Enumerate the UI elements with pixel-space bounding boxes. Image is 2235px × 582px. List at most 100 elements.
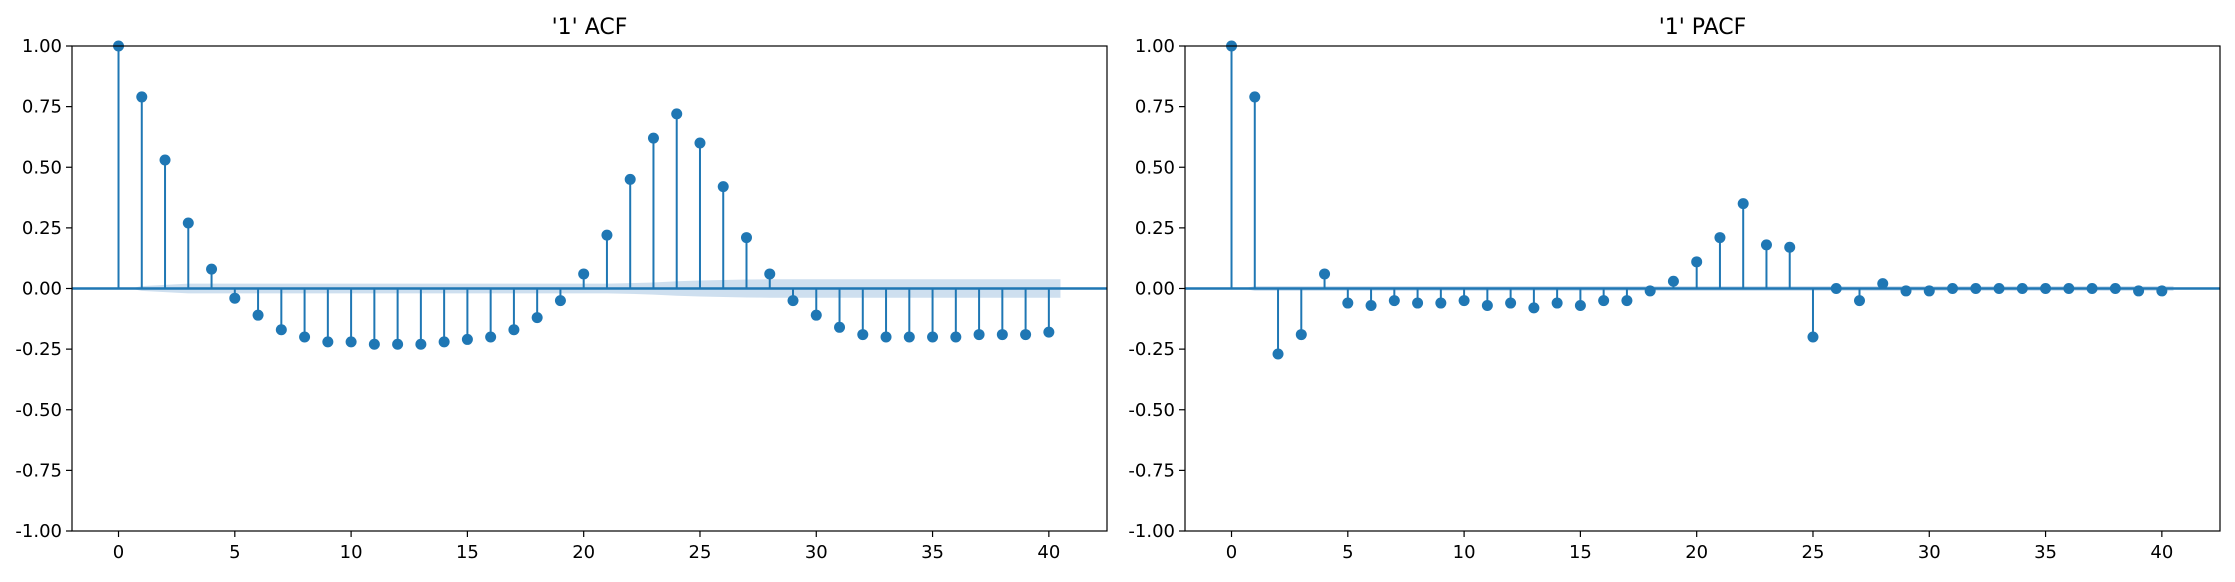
pacf-y-tick-label: -1.00 bbox=[1128, 521, 1175, 542]
acf-marker-lag-38 bbox=[996, 329, 1008, 341]
pacf-marker-lag-13 bbox=[1528, 302, 1540, 314]
acf-marker-lag-23 bbox=[647, 132, 659, 144]
acf-chart-title: '1' ACF bbox=[552, 15, 628, 40]
pacf-marker-lag-18 bbox=[1644, 285, 1656, 297]
acf-x-tick-label: 10 bbox=[340, 542, 363, 563]
pacf-marker-lag-24 bbox=[1784, 241, 1796, 253]
pacf-marker-lag-23 bbox=[1760, 239, 1772, 251]
pacf-marker-lag-29 bbox=[1900, 285, 1912, 297]
acf-marker-lag-11 bbox=[368, 338, 380, 350]
acf-x-tick-label: 40 bbox=[1037, 542, 1060, 563]
pacf-marker-lag-19 bbox=[1667, 275, 1679, 287]
acf-marker-lag-7 bbox=[275, 324, 287, 336]
pacf-y-tick-label: 0.00 bbox=[1135, 279, 1175, 300]
pacf-x-tick-label: 15 bbox=[1569, 542, 1592, 563]
pacf-marker-lag-28 bbox=[1877, 278, 1889, 290]
pacf-marker-lag-30 bbox=[1923, 285, 1935, 297]
pacf-x-tick-label: 10 bbox=[1453, 542, 1476, 563]
acf-y-tick-label: 1.00 bbox=[22, 36, 62, 57]
acf-marker-lag-1 bbox=[136, 91, 148, 103]
acf-y-tick-label: 0.25 bbox=[22, 218, 62, 239]
pacf-x-tick-label: 20 bbox=[1685, 542, 1708, 563]
pacf-y-tick-label: -0.25 bbox=[1128, 339, 1175, 360]
pacf-y-tick-label: 1.00 bbox=[1135, 36, 1175, 57]
acf-marker-lag-16 bbox=[485, 331, 497, 343]
acf-marker-lag-13 bbox=[415, 338, 427, 350]
acf-y-tick-label: 0.50 bbox=[22, 157, 62, 178]
pacf-marker-lag-39 bbox=[2133, 285, 2145, 297]
pacf-marker-lag-27 bbox=[1853, 295, 1865, 307]
acf-marker-lag-32 bbox=[857, 329, 869, 341]
pacf-chart: '1' PACF 0 5 10 15 20 25 30 35 40 -1.00 -0.75 -0.50… bbox=[1128, 15, 2221, 563]
acf-marker-lag-8 bbox=[299, 331, 311, 343]
pacf-marker-lag-22 bbox=[1737, 198, 1749, 210]
pacf-marker-lag-37 bbox=[2086, 283, 2098, 294]
acf-marker-lag-12 bbox=[392, 338, 404, 350]
pacf-marker-lag-32 bbox=[1970, 283, 1982, 294]
acf-marker-lag-35 bbox=[927, 331, 939, 343]
pacf-marker-lag-35 bbox=[2040, 283, 2052, 294]
acf-marker-lag-37 bbox=[973, 329, 985, 341]
acf-marker-lag-5 bbox=[229, 292, 241, 304]
pacf-y-tick-label: -0.50 bbox=[1128, 400, 1175, 421]
pacf-marker-lag-17 bbox=[1621, 295, 1633, 307]
pacf-marker-lag-8 bbox=[1412, 297, 1424, 309]
acf-x-tick-label: 15 bbox=[456, 542, 479, 563]
pacf-marker-lag-40 bbox=[2156, 285, 2168, 297]
pacf-marker-lag-38 bbox=[2109, 283, 2121, 294]
pacf-chart-title: '1' PACF bbox=[1659, 15, 1747, 40]
acf-marker-lag-24 bbox=[671, 108, 683, 120]
acf-marker-lag-21 bbox=[601, 229, 613, 241]
acf-x-tick-label: 0 bbox=[113, 542, 124, 563]
pacf-marker-lag-33 bbox=[1993, 283, 2005, 294]
acf-y-tick-label: 0.75 bbox=[22, 97, 62, 118]
pacf-y-tick-label: 0.25 bbox=[1135, 218, 1175, 239]
pacf-marker-lag-21 bbox=[1714, 232, 1726, 244]
acf-x-tick-label: 20 bbox=[572, 542, 595, 563]
acf-marker-lag-28 bbox=[764, 268, 776, 280]
acf-marker-lag-29 bbox=[787, 295, 799, 307]
pacf-marker-lag-7 bbox=[1388, 295, 1400, 307]
acf-y-tick-label: -0.50 bbox=[15, 400, 62, 421]
acf-marker-lag-39 bbox=[1020, 329, 1032, 341]
pacf-marker-lag-9 bbox=[1435, 297, 1447, 309]
pacf-x-tick-label: 40 bbox=[2150, 542, 2173, 563]
acf-marker-lag-25 bbox=[694, 137, 706, 149]
acf-x-tick-label: 25 bbox=[689, 542, 712, 563]
acf-marker-lag-6 bbox=[252, 309, 264, 321]
acf-marker-lag-19 bbox=[554, 295, 566, 307]
pacf-y-tick-label: 0.75 bbox=[1135, 97, 1175, 118]
pacf-y-tick-label: -0.75 bbox=[1128, 460, 1175, 481]
pacf-x-tick-label: 25 bbox=[1802, 542, 1825, 563]
acf-marker-lag-20 bbox=[578, 268, 590, 280]
pacf-marker-lag-5 bbox=[1342, 297, 1354, 309]
acf-x-tick-label: 35 bbox=[921, 542, 944, 563]
acf-marker-lag-2 bbox=[159, 154, 171, 166]
acf-marker-lag-40 bbox=[1043, 326, 1055, 338]
pacf-x-tick-label: 5 bbox=[1342, 542, 1353, 563]
acf-y-tick-label: -0.25 bbox=[15, 339, 62, 360]
acf-marker-lag-31 bbox=[834, 321, 846, 333]
pacf-marker-lag-25 bbox=[1807, 331, 1819, 343]
acf-marker-lag-36 bbox=[950, 331, 962, 343]
acf-marker-lag-14 bbox=[438, 336, 450, 348]
pacf-x-tick-label: 35 bbox=[2034, 542, 2057, 563]
pacf-marker-lag-16 bbox=[1598, 295, 1610, 307]
acf-y-tick-label: -0.75 bbox=[15, 460, 62, 481]
acf-x-tick-label: 5 bbox=[229, 542, 240, 563]
acf-marker-lag-30 bbox=[810, 309, 822, 321]
pacf-marker-lag-34 bbox=[2016, 283, 2028, 294]
acf-marker-lag-15 bbox=[461, 333, 473, 345]
pacf-marker-lag-3 bbox=[1295, 329, 1307, 341]
acf-marker-lag-18 bbox=[531, 312, 543, 324]
pacf-marker-lag-10 bbox=[1458, 295, 1470, 307]
acf-marker-lag-34 bbox=[903, 331, 915, 343]
acf-marker-lag-22 bbox=[624, 173, 636, 185]
acf-marker-lag-3 bbox=[182, 217, 194, 229]
acf-marker-lag-27 bbox=[740, 232, 752, 244]
acf-marker-lag-4 bbox=[206, 263, 218, 275]
pacf-marker-lag-31 bbox=[1947, 283, 1959, 294]
pacf-y-tick-label: 0.50 bbox=[1135, 157, 1175, 178]
pacf-marker-lag-26 bbox=[1830, 283, 1842, 294]
